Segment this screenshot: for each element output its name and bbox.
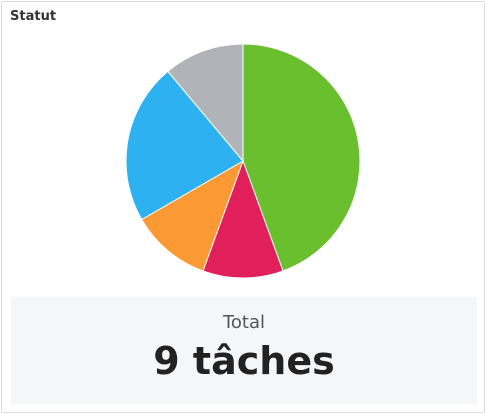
- card-title: Statut: [10, 9, 57, 24]
- pie-slice: [202, 159, 284, 279]
- pie-slice: [167, 43, 244, 163]
- summary-label: Total: [222, 312, 266, 333]
- summary-value: 9 tâches: [153, 339, 335, 383]
- pie-slice: [140, 159, 244, 272]
- summary: Total 9 tâches: [11, 297, 477, 404]
- chart: [125, 43, 361, 279]
- pie-slice: [125, 70, 244, 221]
- pie-slice: [242, 43, 361, 272]
